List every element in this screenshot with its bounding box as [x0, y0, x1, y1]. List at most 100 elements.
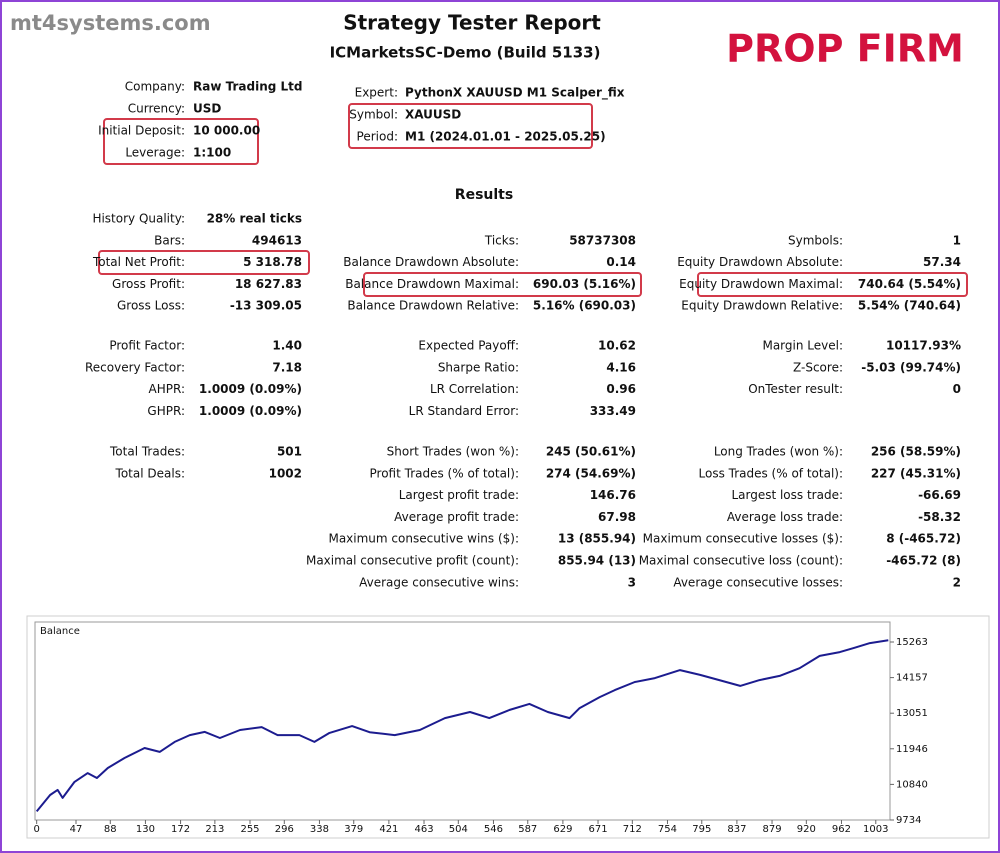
x-tick-label: 0 — [33, 824, 39, 835]
y-tick-label: 11946 — [896, 744, 928, 755]
result-label: Average consecutive losses: — [673, 575, 843, 589]
result-label: Profit Trades (% of total): — [370, 466, 519, 480]
result-value: 5.54% (740.64) — [858, 299, 961, 313]
result-label: Sharpe Ratio: — [438, 360, 519, 374]
info-value: 10 000.00 — [193, 124, 260, 138]
y-tick-label: 13051 — [896, 708, 928, 719]
info-label: Currency: — [128, 102, 185, 116]
result-value: 0 — [953, 382, 961, 396]
x-tick-label: 296 — [275, 824, 294, 835]
result-label: Total Trades: — [109, 445, 185, 459]
report-subtitle: ICMarketsSC-Demo (Build 5133) — [330, 44, 601, 62]
x-tick-label: 172 — [171, 824, 190, 835]
result-value: 57.34 — [923, 255, 961, 269]
result-value: 10117.93% — [886, 339, 961, 353]
result-label: Maximum consecutive wins ($): — [328, 532, 519, 546]
result-value: 690.03 (5.16%) — [533, 277, 636, 291]
result-value: 4.16 — [606, 360, 636, 374]
x-tick-label: 837 — [727, 824, 746, 835]
info-label: Initial Deposit: — [98, 124, 185, 138]
result-label: Total Net Profit: — [92, 255, 185, 269]
result-label: Expected Payoff: — [418, 339, 519, 353]
result-label: Maximum consecutive losses ($): — [643, 532, 843, 546]
result-value: 333.49 — [590, 404, 636, 418]
results-title: Results — [455, 187, 513, 203]
result-label: Bars: — [154, 233, 185, 247]
x-tick-label: 338 — [310, 824, 329, 835]
result-label: Gross Profit: — [112, 277, 185, 291]
result-label: Loss Trades (% of total): — [699, 466, 844, 480]
result-value: 28% real ticks — [207, 212, 302, 226]
x-tick-label: 255 — [240, 824, 259, 835]
highlight-box — [98, 250, 310, 275]
result-label: Average loss trade: — [727, 510, 843, 524]
highlight-box — [348, 103, 593, 149]
highlight-box — [363, 272, 642, 297]
result-label: Balance Drawdown Absolute: — [343, 255, 519, 269]
result-value: -5.03 (99.74%) — [861, 360, 961, 374]
result-value: -13 309.05 — [230, 299, 302, 313]
result-label: Total Deals: — [115, 466, 185, 480]
result-label: Z-Score: — [793, 360, 843, 374]
result-label: Maximal consecutive profit (count): — [306, 554, 519, 568]
result-value: 13 (855.94) — [558, 532, 636, 546]
x-tick-label: 671 — [588, 824, 607, 835]
x-tick-label: 795 — [692, 824, 711, 835]
result-label: Average profit trade: — [394, 510, 519, 524]
x-tick-label: 1003 — [863, 824, 888, 835]
result-value: 1.0009 (0.09%) — [199, 404, 302, 418]
result-label: GHPR: — [147, 404, 185, 418]
result-value: -465.72 (8) — [886, 554, 961, 568]
result-value: -66.69 — [918, 488, 961, 502]
result-label: Profit Factor: — [109, 339, 185, 353]
info-value: 1:100 — [193, 146, 231, 160]
chart-panel — [26, 615, 990, 839]
x-tick-label: 379 — [344, 824, 363, 835]
result-label: Equity Drawdown Absolute: — [677, 255, 843, 269]
x-tick-label: 587 — [518, 824, 537, 835]
info-label: Leverage: — [125, 146, 185, 160]
result-value: 146.76 — [590, 488, 636, 502]
y-tick-label: 9734 — [896, 815, 921, 826]
result-value: 227 (45.31%) — [871, 466, 961, 480]
result-value: 2 — [953, 575, 961, 589]
x-tick-label: 88 — [104, 824, 117, 835]
info-value: USD — [193, 102, 221, 116]
highlight-box — [697, 272, 968, 297]
report-title: Strategy Tester Report — [343, 11, 601, 35]
x-tick-label: 879 — [762, 824, 781, 835]
result-label: Average consecutive wins: — [359, 575, 519, 589]
result-label: LR Standard Error: — [409, 404, 519, 418]
result-value: 256 (58.59%) — [871, 445, 961, 459]
x-tick-label: 421 — [379, 824, 398, 835]
result-label: Largest loss trade: — [731, 488, 843, 502]
result-value: 7.18 — [272, 360, 302, 374]
result-value: -58.32 — [918, 510, 961, 524]
x-tick-label: 629 — [553, 824, 572, 835]
x-tick-label: 754 — [658, 824, 677, 835]
x-tick-label: 463 — [414, 824, 433, 835]
result-label: Recovery Factor: — [85, 360, 185, 374]
result-value: 1002 — [269, 466, 302, 480]
x-tick-label: 962 — [832, 824, 851, 835]
result-value: 1.0009 (0.09%) — [199, 382, 302, 396]
result-value: 58737308 — [569, 233, 636, 247]
result-label: Maximal consecutive loss (count): — [639, 554, 843, 568]
result-label: History Quality: — [92, 212, 185, 226]
info-label: Period: — [357, 130, 398, 144]
result-value: 5 318.78 — [243, 255, 302, 269]
result-label: Balance Drawdown Relative: — [347, 299, 519, 313]
info-value: PythonX XAUUSD M1 Scalper_fix — [405, 86, 625, 101]
y-tick-label: 14157 — [896, 673, 928, 684]
info-value: M1 (2024.01.01 - 2025.05.25) — [405, 130, 606, 144]
result-value: 3 — [628, 575, 636, 589]
result-value: 18 627.83 — [235, 277, 302, 291]
result-value: 1 — [953, 233, 961, 247]
result-label: Long Trades (won %): — [714, 445, 843, 459]
result-value: 494613 — [252, 233, 302, 247]
info-value: XAUUSD — [405, 108, 461, 122]
result-value: 1.40 — [272, 339, 302, 353]
y-tick-label: 10840 — [896, 779, 928, 790]
x-tick-label: 712 — [623, 824, 642, 835]
y-tick-label: 15263 — [896, 637, 928, 648]
